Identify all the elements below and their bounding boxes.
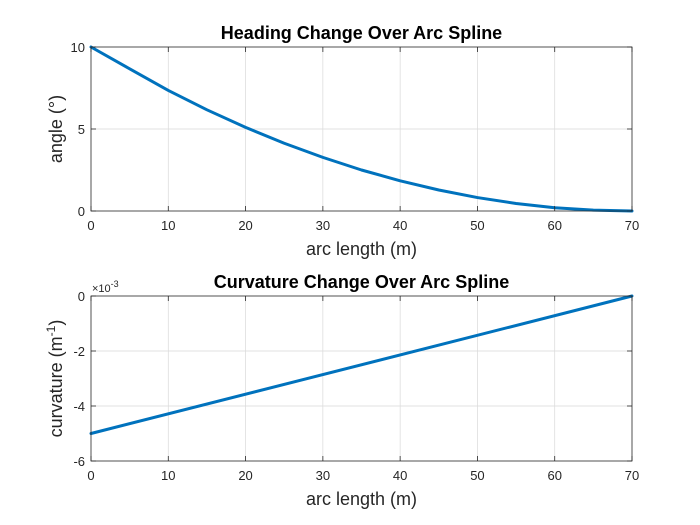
heading-x-tick-label: 60	[547, 218, 561, 233]
curvature-y-tick-label: -4	[73, 399, 85, 414]
heading-x-tick-label: 20	[238, 218, 252, 233]
heading-gridlines	[91, 47, 632, 211]
curvature-plot-area	[91, 296, 632, 461]
curvature-x-tick-label: 20	[238, 468, 252, 483]
curvature-x-tick-label: 40	[393, 468, 407, 483]
curvature-y-tick-label: 0	[78, 289, 85, 304]
curvature-y-tick-label: -6	[73, 454, 85, 469]
curvature-x-axis-label: arc length (m)	[306, 489, 417, 509]
heading-y-tick-label: 0	[78, 204, 85, 219]
curvature-x-tick-label: 50	[470, 468, 484, 483]
heading-x-tick-label: 0	[87, 218, 94, 233]
heading-x-tick-label: 30	[316, 218, 330, 233]
curvature-y-label-main: curvature (m	[46, 336, 66, 437]
heading-ticks: 0 10 20 30 40 50 60 70 0 5 10	[71, 40, 640, 233]
curvature-series-line	[89, 294, 634, 435]
curvature-y-axis-label: curvature (m-1)	[44, 320, 66, 438]
heading-x-axis-label: arc length (m)	[306, 239, 417, 259]
curvature-chart: 0 10 20 30 40 50 60 70 -6 -4 -2 0 Curvature Change …	[44, 272, 639, 509]
heading-y-axis-label: angle (°)	[46, 95, 66, 163]
curvature-x-tick-label: 10	[161, 468, 175, 483]
curvature-exponent-base: ×10	[92, 283, 111, 295]
heading-x-tick-label: 50	[470, 218, 484, 233]
curvature-gridlines	[91, 296, 632, 461]
curvature-chart-title: Curvature Change Over Arc Spline	[214, 272, 509, 292]
curvature-x-tick-label: 60	[547, 468, 561, 483]
heading-x-tick-label: 70	[625, 218, 639, 233]
heading-series-line	[89, 45, 634, 213]
heading-chart: 0 10 20 30 40 50 60 70 0 5 10 Heading Change Over …	[46, 23, 639, 259]
curvature-axis-exponent: ×10-3	[92, 279, 119, 295]
curvature-exponent-power: -3	[111, 279, 119, 289]
curvature-y-tick-label: -2	[73, 344, 85, 359]
heading-chart-title: Heading Change Over Arc Spline	[221, 23, 502, 43]
curvature-axes-box	[90, 295, 633, 462]
curvature-y-label-exponent: -1	[44, 325, 58, 336]
heading-x-tick-label: 10	[161, 218, 175, 233]
curvature-x-tick-label: 0	[87, 468, 94, 483]
curvature-x-tick-label: 70	[625, 468, 639, 483]
heading-y-tick-label: 10	[71, 40, 85, 55]
heading-x-tick-label: 40	[393, 218, 407, 233]
heading-y-tick-label: 5	[78, 122, 85, 137]
curvature-x-tick-label: 30	[316, 468, 330, 483]
curvature-y-label-end: )	[46, 320, 66, 326]
curvature-ticks: 0 10 20 30 40 50 60 70 -6 -4 -2 0	[73, 289, 639, 483]
